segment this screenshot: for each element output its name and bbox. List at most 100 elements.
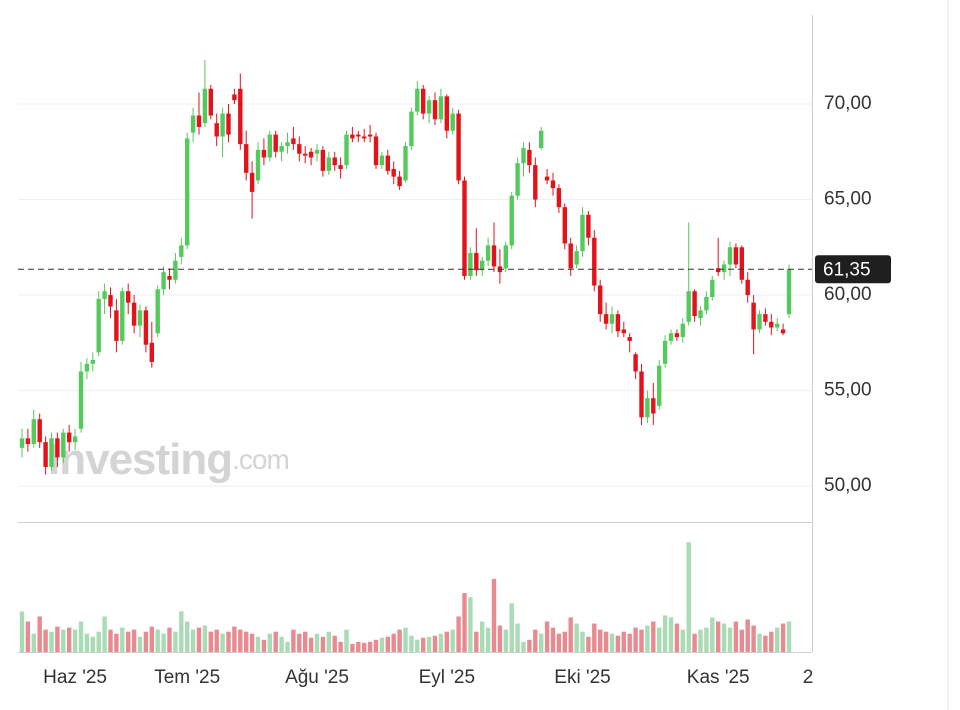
volume-bar <box>527 639 532 652</box>
volume-bar <box>314 633 320 652</box>
candle-body <box>173 260 178 280</box>
candle-body <box>733 247 739 265</box>
volume-bar <box>686 542 691 652</box>
candle-body <box>78 371 84 429</box>
volume-bar <box>421 637 426 652</box>
volume-bar <box>238 629 243 652</box>
volume-bar <box>49 631 54 652</box>
volume-bar <box>674 623 680 652</box>
volume-bar <box>338 641 343 652</box>
candle-body <box>444 96 449 131</box>
candle-body <box>775 323 780 328</box>
candle-body <box>674 333 680 338</box>
candle-body <box>710 279 715 297</box>
volume-bar <box>214 629 219 652</box>
volume-bar <box>480 621 485 652</box>
volume-bar <box>226 631 231 652</box>
volume-bar <box>491 578 497 652</box>
candle-body <box>61 432 66 458</box>
volume-bar <box>539 633 544 652</box>
volume-bar <box>615 635 621 652</box>
volume-bar <box>426 636 432 652</box>
volume-bar <box>120 627 125 652</box>
candle-body <box>645 398 650 418</box>
candle-body <box>202 88 208 124</box>
candle-body <box>350 134 355 139</box>
volume-bar <box>415 639 420 652</box>
volume-bar <box>244 631 249 652</box>
candle-body <box>503 245 508 269</box>
volume-bar <box>409 635 414 652</box>
candle-body <box>544 176 550 181</box>
candle-body <box>739 247 744 280</box>
candle-body <box>468 253 473 276</box>
candle-body <box>680 323 685 338</box>
volume-bar <box>503 629 508 652</box>
volume-bar <box>763 635 768 652</box>
candle-body <box>214 123 219 137</box>
x-tick-label: Ağu '25 <box>285 667 349 688</box>
candle-body <box>367 134 373 137</box>
candle-body <box>403 146 408 181</box>
candle-body <box>397 176 402 187</box>
candle-body <box>379 155 385 166</box>
candle-body <box>326 157 331 171</box>
candle-body <box>485 245 491 261</box>
volume-bar <box>727 627 733 652</box>
candle-body <box>126 291 131 303</box>
candle-body <box>391 168 396 177</box>
volume-bar <box>78 621 84 652</box>
candle-body <box>338 165 343 169</box>
candle-body <box>627 337 632 341</box>
candle-body <box>244 144 249 173</box>
candle-body <box>314 149 320 154</box>
candle-body <box>651 398 656 414</box>
volume-bar <box>249 633 255 652</box>
volume-bar <box>356 641 361 652</box>
volume-bar <box>403 627 408 652</box>
volume-bar <box>645 625 650 652</box>
candle-body <box>615 314 621 332</box>
candle-body <box>96 298 101 353</box>
volume-bar <box>668 617 674 652</box>
candle-body <box>238 88 243 145</box>
volume-bar <box>90 636 95 652</box>
candle-body <box>450 113 455 131</box>
candle-body <box>226 113 231 135</box>
candle-body <box>527 149 532 166</box>
volume-bar <box>362 642 367 652</box>
volume-bar <box>161 633 166 652</box>
candle-body <box>232 94 237 101</box>
volume-bar <box>444 631 449 652</box>
candle-body <box>592 237 597 286</box>
candle-body <box>167 275 172 280</box>
candle-body <box>515 163 520 196</box>
candle-body <box>185 138 190 246</box>
candle-body <box>533 165 538 200</box>
candle-body <box>267 134 272 158</box>
candle-body <box>716 268 721 273</box>
candle-body <box>67 432 72 443</box>
volume-bar <box>391 633 396 652</box>
volume-bar <box>692 633 697 652</box>
candle-body <box>727 247 733 265</box>
volume-bar <box>126 631 131 652</box>
candle-body <box>161 272 166 290</box>
candle-body <box>373 136 379 166</box>
candle-body <box>426 100 432 114</box>
volume-bar <box>185 621 190 652</box>
volume-bar <box>326 631 331 652</box>
candle-body <box>43 442 48 467</box>
volume-bar <box>25 621 31 652</box>
candle-body <box>757 314 762 330</box>
volume-bar <box>574 623 579 652</box>
volume-bar <box>108 629 113 652</box>
candle-body <box>491 245 497 267</box>
volume-bar <box>220 633 225 652</box>
volume-bar <box>497 625 503 652</box>
candle-body <box>786 269 792 315</box>
candle-body <box>598 285 603 315</box>
volume-bar <box>568 617 573 652</box>
volume-bar <box>149 626 154 652</box>
